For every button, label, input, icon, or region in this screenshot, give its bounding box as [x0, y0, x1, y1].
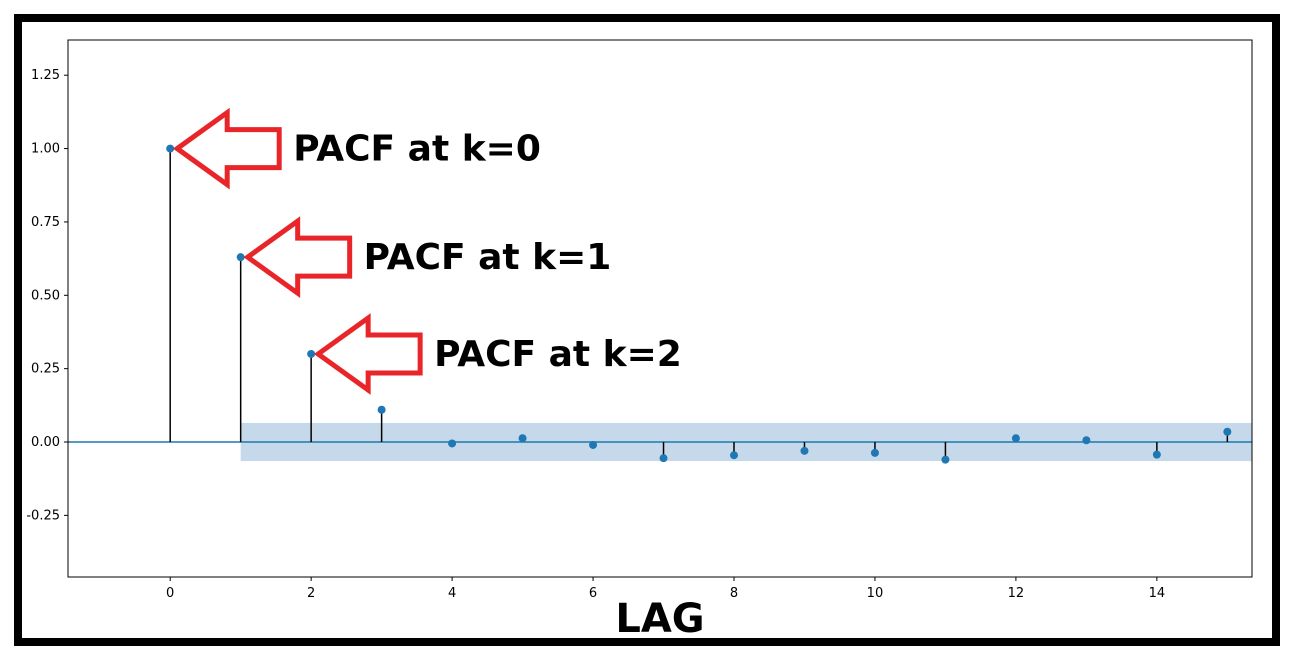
annotation-label: PACF at k=2 [434, 334, 682, 375]
data-point [166, 144, 175, 153]
x-tick-label: 12 [1008, 586, 1025, 601]
y-tick-label: 0.75 [31, 215, 60, 230]
y-tick-label: 1.25 [31, 68, 60, 83]
annotation-label: PACF at k=0 [293, 129, 541, 170]
x-tick-label: 2 [307, 586, 315, 601]
data-point [1011, 434, 1020, 443]
data-point [589, 440, 598, 449]
y-tick-label: 1.00 [31, 142, 60, 157]
data-point [448, 439, 457, 448]
data-point [377, 405, 386, 414]
annotation-label: PACF at k=1 [364, 237, 612, 278]
data-point [730, 451, 738, 460]
x-axis-label: LAG [615, 596, 704, 642]
x-tick-label: 6 [589, 586, 597, 601]
data-point [307, 349, 316, 358]
stem-layer [169, 148, 1229, 460]
annotation-arrow [243, 216, 353, 299]
plot-area [67, 39, 1253, 578]
y-axis: -0.25 0.00 0.25 0.50 0.75 1.00 1.25 [26, 68, 68, 523]
annotation-layer: PACF at k=0 PACF at k=1 PACF at k=2 [172, 107, 682, 395]
annotation-arrow [172, 107, 282, 190]
x-tick-label: 4 [448, 586, 456, 601]
point-layer [166, 144, 1232, 464]
x-axis: 0 2 4 6 8 10 12 14 [166, 577, 1165, 601]
y-tick-label: 0.00 [31, 435, 60, 450]
data-point [870, 448, 879, 457]
x-tick-label: 14 [1149, 586, 1166, 601]
data-point [941, 455, 950, 464]
data-point [236, 253, 245, 262]
x-tick-label: 0 [166, 586, 174, 601]
data-point [518, 434, 527, 443]
data-point [1223, 427, 1232, 436]
data-point [659, 454, 668, 463]
data-point [1082, 436, 1091, 445]
annotation-arrow [313, 313, 423, 395]
data-point [1152, 450, 1161, 459]
x-tick-label: 10 [867, 586, 884, 601]
y-tick-label: 0.25 [31, 362, 60, 377]
data-point [800, 446, 809, 455]
y-tick-label: 0.50 [31, 288, 60, 303]
y-tick-label: -0.25 [26, 508, 60, 523]
x-tick-label: 8 [730, 586, 738, 601]
